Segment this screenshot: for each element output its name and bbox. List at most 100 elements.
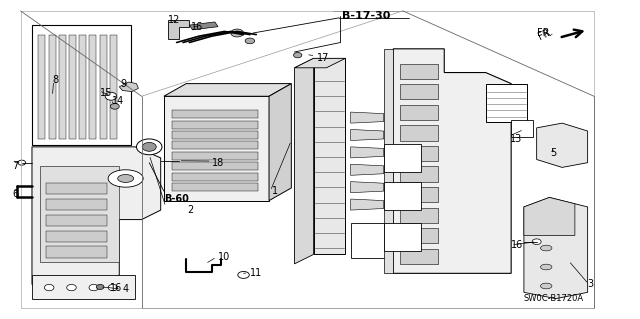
- Bar: [172, 121, 258, 129]
- Bar: [172, 141, 258, 149]
- Polygon shape: [40, 166, 119, 262]
- Ellipse shape: [44, 285, 54, 291]
- Bar: [100, 34, 106, 139]
- Text: 11: 11: [250, 268, 262, 278]
- Text: 12: 12: [168, 15, 180, 25]
- Ellipse shape: [108, 285, 118, 291]
- Polygon shape: [168, 20, 189, 39]
- Ellipse shape: [67, 285, 76, 291]
- Polygon shape: [351, 130, 384, 141]
- Polygon shape: [269, 84, 291, 201]
- Polygon shape: [537, 123, 588, 167]
- Polygon shape: [32, 275, 135, 299]
- Bar: [172, 152, 258, 160]
- Text: 13: 13: [510, 134, 522, 144]
- Text: 8: 8: [52, 76, 58, 85]
- Bar: [486, 84, 527, 122]
- Text: 14: 14: [112, 96, 125, 106]
- Polygon shape: [399, 105, 438, 120]
- Text: 2: 2: [188, 205, 194, 215]
- Bar: [172, 183, 258, 191]
- Polygon shape: [524, 197, 588, 299]
- Polygon shape: [399, 249, 438, 264]
- Ellipse shape: [142, 142, 156, 151]
- Bar: [384, 223, 420, 251]
- Bar: [109, 34, 116, 139]
- Text: 5: 5: [550, 148, 557, 158]
- Polygon shape: [351, 112, 384, 123]
- Ellipse shape: [97, 285, 104, 289]
- Text: 16: 16: [511, 240, 524, 250]
- Text: 1: 1: [272, 186, 278, 196]
- Text: 6: 6: [12, 189, 19, 199]
- Text: 9: 9: [120, 78, 126, 89]
- Text: B-60: B-60: [164, 194, 189, 204]
- Text: 4: 4: [122, 284, 129, 294]
- Polygon shape: [351, 164, 384, 175]
- Ellipse shape: [108, 170, 143, 187]
- Bar: [46, 215, 106, 226]
- Bar: [46, 231, 106, 242]
- Bar: [69, 34, 76, 139]
- Polygon shape: [32, 147, 161, 285]
- Text: B-17-30: B-17-30: [342, 11, 390, 21]
- Bar: [172, 110, 258, 118]
- Polygon shape: [351, 199, 384, 210]
- Bar: [172, 131, 258, 139]
- Polygon shape: [164, 84, 291, 96]
- Bar: [384, 182, 420, 210]
- Ellipse shape: [110, 104, 119, 109]
- Polygon shape: [399, 84, 438, 100]
- Ellipse shape: [174, 158, 182, 163]
- Polygon shape: [314, 58, 346, 254]
- Ellipse shape: [89, 285, 99, 291]
- Polygon shape: [394, 49, 511, 273]
- Text: 18: 18: [212, 158, 224, 168]
- Polygon shape: [351, 147, 384, 158]
- Ellipse shape: [540, 226, 552, 232]
- Ellipse shape: [540, 245, 552, 251]
- Bar: [172, 173, 258, 181]
- Polygon shape: [399, 64, 438, 79]
- Bar: [38, 34, 45, 139]
- Ellipse shape: [294, 52, 302, 58]
- Polygon shape: [399, 228, 438, 243]
- Ellipse shape: [238, 271, 249, 278]
- Text: 16: 16: [191, 22, 204, 32]
- Text: 16: 16: [109, 283, 122, 293]
- Text: SW0C-B1720A: SW0C-B1720A: [524, 294, 584, 303]
- Polygon shape: [399, 208, 438, 223]
- Ellipse shape: [105, 92, 116, 100]
- Text: FR.: FR.: [537, 28, 552, 38]
- Bar: [172, 162, 258, 170]
- Bar: [511, 120, 534, 137]
- Text: 17: 17: [317, 53, 329, 63]
- Bar: [46, 183, 106, 194]
- Bar: [90, 34, 97, 139]
- Text: 10: 10: [218, 252, 230, 262]
- Ellipse shape: [231, 29, 244, 37]
- Polygon shape: [399, 187, 438, 202]
- Polygon shape: [399, 167, 438, 182]
- Polygon shape: [119, 82, 138, 92]
- Bar: [32, 25, 131, 145]
- Polygon shape: [189, 22, 218, 30]
- Polygon shape: [351, 182, 384, 193]
- Ellipse shape: [245, 38, 255, 44]
- Bar: [49, 34, 56, 139]
- Ellipse shape: [136, 139, 162, 155]
- Polygon shape: [524, 197, 575, 235]
- Bar: [384, 144, 420, 172]
- Text: 15: 15: [100, 88, 113, 98]
- Bar: [46, 247, 106, 257]
- Bar: [46, 199, 106, 210]
- Ellipse shape: [532, 239, 541, 245]
- Bar: [59, 34, 66, 139]
- Ellipse shape: [540, 283, 552, 289]
- Polygon shape: [294, 58, 314, 264]
- Ellipse shape: [540, 264, 552, 270]
- Bar: [351, 223, 389, 257]
- Polygon shape: [294, 58, 346, 68]
- Polygon shape: [399, 146, 438, 161]
- Bar: [79, 34, 86, 139]
